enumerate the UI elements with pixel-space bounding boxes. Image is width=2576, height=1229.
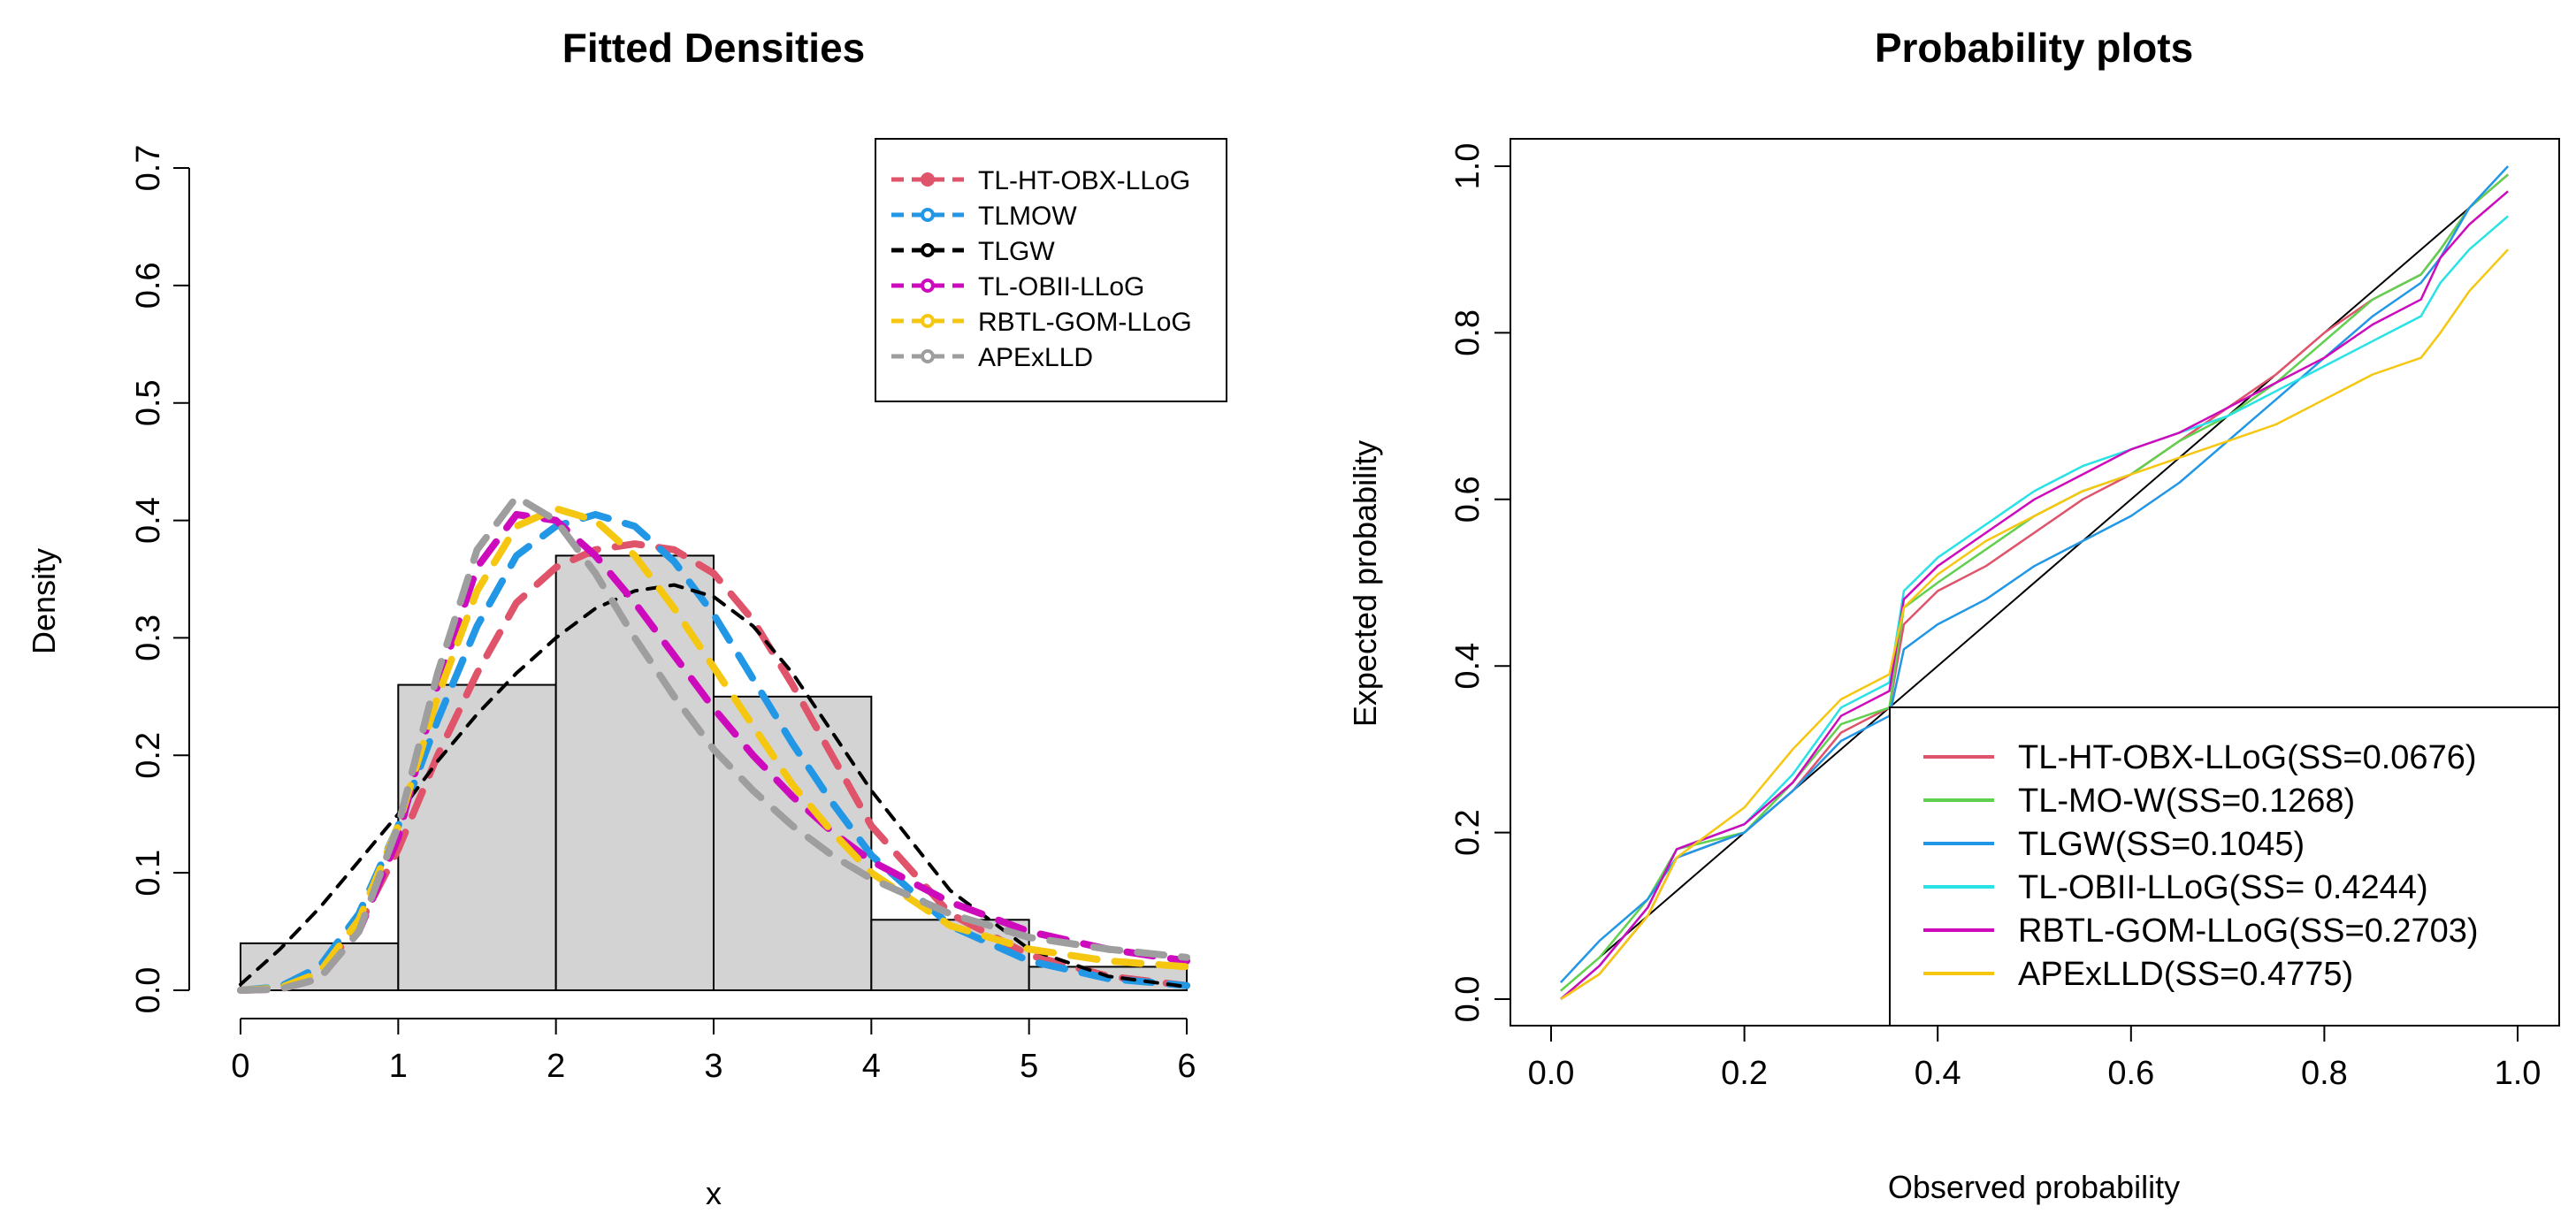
density-curve-apexlld [237,493,1190,994]
legend-marker [921,172,935,187]
x-tick-label: 5 [1020,1048,1038,1085]
legend-marker [921,243,935,257]
legend-marker [921,314,935,328]
legend-entry: TL-MO-W(SS=0.1268) [2018,782,2355,820]
y-tick-label: 0.3 [130,614,167,661]
pp-line-rbtl-gom-llog-ss-0-2703 [1560,190,2509,1000]
y-tick-label: 0.0 [1449,976,1487,1023]
x-tick-label: 0 [231,1048,249,1085]
legend-entry: TLGW(SS=0.1045) [2018,826,2305,863]
legend-entry: TLGW [978,237,1055,266]
y-axis-label: Density [26,548,62,654]
reference-diagonal-line [1560,173,2509,992]
y-tick-label: 0.2 [1449,809,1487,856]
legend-box [1889,706,2560,1027]
y-tick-label: 0.8 [1449,309,1487,356]
x-tick-label: 2 [547,1048,565,1085]
legend-entry: APExLLD [978,343,1093,372]
x-tick-label: 6 [1177,1048,1196,1085]
legend-entry: APExLLD(SS=0.4775) [2018,956,2353,993]
legend-entry: TL-HT-OBX-LLoG [978,166,1190,195]
y-tick-label: 0.0 [130,967,167,1014]
probability-plots-panel: Probability plots Observed probability Exp… [1347,25,2560,1205]
histogram-bar [397,683,557,991]
x-tick-label: 3 [704,1048,722,1085]
histogram-bar [554,554,715,992]
y-tick-label: 0.2 [130,732,167,779]
legend-entry: RBTL-GOM-LLoG [978,308,1192,337]
legend-entry: TL-OBII-LLoG(SS= 0.4244) [2018,869,2428,906]
y-axis-label: Expected probability [1347,440,1383,727]
y-tick-label: 0.7 [130,145,167,192]
x-axis-label: x [706,1175,722,1211]
y-tick-label: 0.6 [1449,476,1487,523]
x-tick-label: 4 [862,1048,881,1085]
x-tick-label: 1.0 [2495,1055,2542,1092]
density-curve-tlgw [239,583,1189,989]
chart-title: Probability plots [1875,25,2193,71]
y-tick-label: 0.6 [130,262,167,309]
pp-line-tlgw-ss-0-1045 [1559,165,2510,984]
x-tick-label: 0.6 [2107,1055,2154,1092]
y-tick-label: 0.5 [130,379,167,426]
pp-line-apexlld-ss-0-4775 [1560,248,2510,1001]
x-axis-label: Observed probability [1888,1169,2180,1205]
y-tick-label: 0.4 [130,497,167,544]
legend-entry: RBTL-GOM-LLoG(SS=0.2703) [2018,912,2479,950]
y-tick-label: 0.4 [1449,643,1487,690]
x-tick-label: 0.2 [1721,1055,1768,1092]
x-tick-label: 0.8 [2301,1055,2348,1092]
y-tick-label: 0.1 [130,850,167,897]
x-tick-label: 0.0 [1528,1055,1575,1092]
fitted-densities-panel: Fitted Densities x Density 0 1 2 3 4 5 6 0.0 0.1 0.2… [26,25,1227,1211]
legend-marker [921,208,935,222]
legend-entry: TL-OBII-LLoG [978,272,1144,302]
x-tick-label: 1 [389,1048,408,1085]
x-tick-label: 0.4 [1915,1055,1961,1092]
chart-title: Fitted Densities [562,25,866,71]
legend-marker [921,279,935,293]
y-tick-label: 1.0 [1449,143,1487,190]
legend-entry: TL-HT-OBX-LLoG(SS=0.0676) [2018,739,2477,776]
legend-marker [921,349,935,363]
histogram-bar [240,942,400,992]
legend-entry: TLMOW [978,202,1077,231]
